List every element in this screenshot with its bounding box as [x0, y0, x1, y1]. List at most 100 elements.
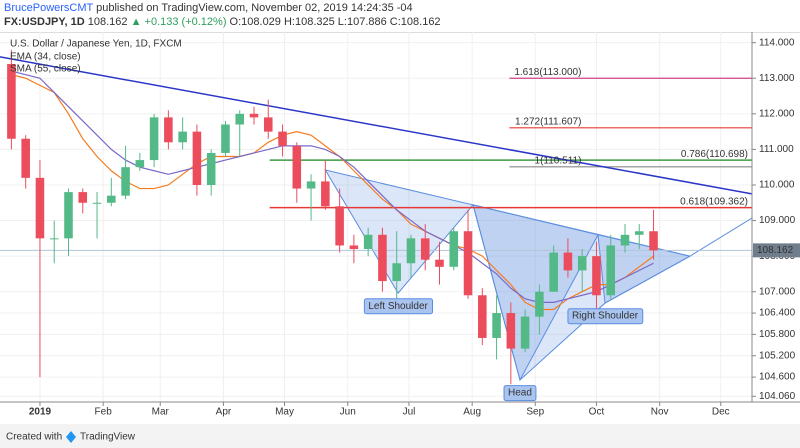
candle-body [64, 192, 73, 239]
trendline [0, 56, 752, 195]
header-line-1: BrucePowersCMT published on TradingView.… [4, 2, 413, 14]
x-tick-label: Aug [463, 407, 481, 418]
annotation: Head [508, 388, 532, 399]
y-tick-label: 107.000 [759, 286, 796, 297]
candle-body [649, 231, 658, 251]
candle-body [107, 195, 116, 203]
x-tick-label: Sep [526, 407, 544, 418]
candle-body [563, 252, 573, 271]
x-tick-label: Jul [403, 407, 416, 418]
candle-body [164, 117, 173, 143]
plot [0, 32, 752, 402]
candle-body [506, 313, 516, 349]
pattern-extension [689, 217, 752, 257]
footer-brand: TradingView [80, 432, 136, 443]
candle-body [21, 138, 30, 178]
x-tick-label: 2019 [29, 407, 52, 418]
candle-body [592, 256, 601, 296]
published: published on TradingView.com, November 0… [96, 2, 413, 14]
candle-body [221, 124, 230, 153]
y-tick-label: 114.000 [759, 37, 795, 48]
author: BrucePowersCMT [4, 2, 94, 14]
candle-body [620, 234, 630, 246]
candle-body [520, 316, 530, 349]
fib-label: 1.272(111.607) [515, 116, 581, 127]
candle-body [7, 64, 16, 139]
candle-body [420, 238, 430, 260]
y-tick-label: 109.000 [759, 215, 796, 226]
candle-body [606, 245, 616, 296]
candle-body [492, 313, 501, 338]
header-border [0, 32, 800, 33]
candle-body [535, 291, 544, 317]
y-tick-label: 112.000 [759, 108, 795, 119]
candle-body [406, 238, 416, 264]
y-tick-label: 105.200 [759, 350, 796, 361]
y-tick-label: 110.000 [759, 180, 795, 191]
candle-body [135, 160, 145, 168]
candle-body [149, 117, 159, 161]
change: ▲ +0.133 (+0.12%) [131, 16, 227, 28]
y-tick-label: 104.600 [759, 372, 796, 383]
footer-logo [66, 431, 76, 443]
header-line-2: FX:USDJPY, 1D 108.162 ▲ +0.133 (+0.12%) … [4, 16, 441, 28]
candle-body [435, 259, 444, 267]
candle-body [249, 113, 259, 118]
candle-body [449, 231, 459, 267]
candle-body [378, 234, 387, 282]
x-tick-label: Dec [712, 407, 730, 418]
pattern-shape [597, 234, 692, 304]
last-price-label: 108.162 [757, 245, 794, 256]
candle-body [363, 234, 373, 250]
pattern-shape [324, 169, 474, 294]
x-tick-label: Apr [216, 407, 232, 418]
y-tick-label: 111.000 [759, 144, 794, 155]
y-tick-label: 113.000 [759, 73, 795, 84]
moving-average [11, 74, 654, 311]
fib-label: 0.618(109.362) [680, 196, 748, 207]
annotation: Left Shoulder [368, 301, 428, 312]
fib-label: 1(110.511) [535, 155, 582, 166]
candle-body [78, 192, 88, 203]
annotation-box [503, 385, 537, 402]
candle-body [321, 181, 330, 207]
y-tick-label: 105.800 [759, 329, 796, 340]
candle-body [263, 117, 273, 132]
x-tick-label: Nov [651, 407, 669, 418]
candle-body [121, 167, 130, 196]
annotation-box [363, 298, 434, 315]
last: 108.162 [88, 16, 128, 28]
footer-text: Created with [6, 432, 62, 443]
candle-body [292, 145, 302, 189]
candle-body [306, 181, 316, 189]
candle-body [335, 206, 344, 246]
candle-body [392, 263, 401, 282]
footer-bg [0, 424, 800, 448]
candle-body [478, 295, 487, 338]
candle-body [49, 238, 59, 240]
symbol: FX:USDJPY, 1D [4, 16, 85, 28]
x-tick-label: May [275, 407, 294, 418]
candle-body [192, 131, 202, 185]
moving-average [11, 70, 654, 303]
x-tick-label: Jun [340, 407, 356, 418]
candle-body [92, 202, 102, 204]
candle-body [35, 177, 45, 239]
annotation-box [567, 308, 644, 325]
x-tick-label: Oct [589, 407, 605, 418]
fib-label: 0.786(110.698) [681, 149, 748, 160]
candle-body [463, 231, 473, 296]
legend-entry: EMA (34, close) [10, 52, 81, 63]
candle-body [206, 152, 216, 185]
candle-body [577, 256, 587, 271]
annotation: Right Shoulder [572, 311, 639, 322]
candle-body [178, 131, 187, 143]
last-price-box [753, 243, 800, 258]
x-tick-label: Feb [95, 407, 113, 418]
x-tick-label: Mar [152, 407, 170, 418]
chart-title: U.S. Dollar / Japanese Yen, 1D, FXCM [10, 39, 182, 50]
y-tick-label: 106.400 [759, 308, 796, 319]
ohlc: O:108.029 H:108.325 L:107.886 C:108.162 [230, 16, 441, 28]
fib-label: 1.618(113.000) [514, 67, 581, 78]
